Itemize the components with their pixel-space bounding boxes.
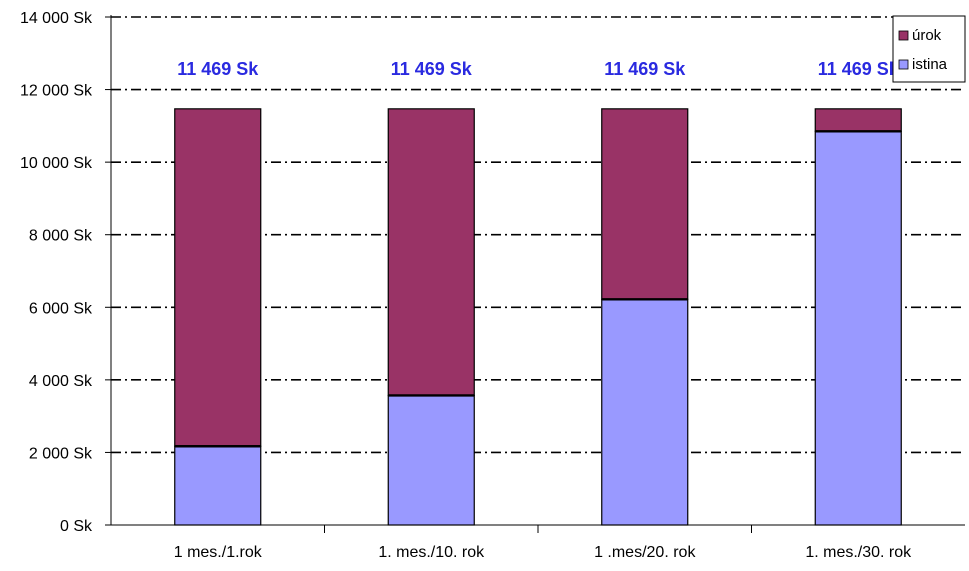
bar-istina-1 xyxy=(174,445,262,526)
category-label: 1. mes./30. rok xyxy=(805,544,912,561)
total-labels: 11 469 Sk 11 469 Sk 11 469 Sk 11 469 Sk xyxy=(177,59,900,79)
legend-swatch-istina xyxy=(898,59,909,70)
total-label: 11 469 Sk xyxy=(604,59,686,79)
legend-swatch-urok xyxy=(898,30,909,41)
y-tick-label: 14 000 Sk xyxy=(20,10,93,27)
total-label: 11 469 Sk xyxy=(818,59,900,79)
y-tick-label: 0 Sk xyxy=(60,518,93,535)
y-tick-label: 2 000 Sk xyxy=(29,445,93,462)
y-tick-label: 12 000 Sk xyxy=(20,83,93,100)
legend: úrok istina xyxy=(892,15,966,83)
category-label: 1 mes./1.rok xyxy=(174,544,263,561)
legend-box xyxy=(892,15,966,83)
bar-úrok-4 xyxy=(814,108,902,132)
total-label: 11 469 Sk xyxy=(391,59,473,79)
bars xyxy=(174,108,902,526)
total-label: 11 469 Sk xyxy=(177,59,259,79)
legend-label-urok: úrok xyxy=(912,27,942,44)
category-label: 1. mes./10. rok xyxy=(378,544,485,561)
bar-istina-2 xyxy=(387,394,475,526)
bar-úrok-3 xyxy=(601,108,689,300)
bar-istina-3 xyxy=(601,298,689,526)
category-labels: 1 mes./1.rok 1. mes./10. rok 1 .mes/20. ro… xyxy=(174,544,912,561)
y-tick-labels: 0 Sk 2 000 Sk 4 000 Sk 6 000 Sk 8 000 Sk 10 0… xyxy=(20,10,93,535)
legend-label-istina: istina xyxy=(912,56,948,73)
bar-istina-4 xyxy=(814,130,902,526)
y-tick-label: 8 000 Sk xyxy=(29,228,93,245)
bar-úrok-2 xyxy=(387,108,475,397)
y-tick-label: 10 000 Sk xyxy=(20,155,93,172)
y-tick-label: 4 000 Sk xyxy=(29,373,93,390)
bar-úrok-1 xyxy=(174,108,262,447)
category-label: 1 .mes/20. rok xyxy=(594,544,696,561)
y-tick-label: 6 000 Sk xyxy=(29,300,93,317)
